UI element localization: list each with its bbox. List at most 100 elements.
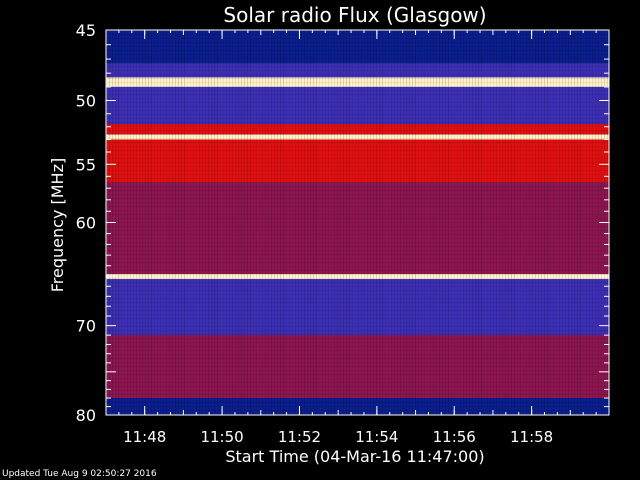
texture-stripe xyxy=(538,30,539,415)
texture-stripe xyxy=(142,30,143,415)
texture-stripe xyxy=(247,30,248,415)
texture-row xyxy=(106,398,609,399)
texture-row xyxy=(106,298,609,299)
texture-stripe xyxy=(547,30,548,415)
texture-stripe xyxy=(256,30,257,415)
texture-row xyxy=(106,78,609,79)
texture-stripe xyxy=(478,30,479,415)
texture-row xyxy=(106,94,609,95)
texture-row xyxy=(106,394,609,395)
texture-stripe xyxy=(322,30,323,415)
texture-stripe xyxy=(136,30,137,415)
texture-stripe xyxy=(430,30,431,415)
texture-stripe xyxy=(592,30,593,415)
texture-stripe xyxy=(211,30,212,415)
texture-stripe xyxy=(160,30,161,415)
texture-row xyxy=(106,74,609,75)
texture-row xyxy=(106,290,609,291)
texture-stripe xyxy=(202,30,203,415)
texture-stripe xyxy=(319,30,320,415)
texture-row xyxy=(106,178,609,179)
texture-stripe xyxy=(532,30,533,415)
texture-row xyxy=(106,146,609,147)
texture-stripe xyxy=(406,30,407,415)
texture-stripe xyxy=(487,30,488,415)
texture-stripe xyxy=(370,30,371,415)
texture-stripe xyxy=(508,30,509,415)
heatmap-band xyxy=(106,182,609,274)
texture-stripe xyxy=(289,30,290,415)
texture-row xyxy=(106,122,609,123)
texture-stripe xyxy=(355,30,356,415)
texture-stripe xyxy=(469,30,470,415)
texture-row xyxy=(106,362,609,363)
texture-stripe xyxy=(427,30,428,415)
texture-stripe xyxy=(310,30,311,415)
texture-stripe xyxy=(580,30,581,415)
texture-stripe xyxy=(421,30,422,415)
texture-stripe xyxy=(457,30,458,415)
texture-stripe xyxy=(118,30,119,415)
texture-row xyxy=(106,130,609,131)
texture-row xyxy=(106,346,609,347)
texture-row xyxy=(106,310,609,311)
texture-row xyxy=(106,190,609,191)
heatmap-band xyxy=(106,279,609,336)
texture-row xyxy=(106,34,609,35)
texture-row xyxy=(106,350,609,351)
texture-stripe xyxy=(535,30,536,415)
texture-row xyxy=(106,258,609,259)
texture-stripe xyxy=(121,30,122,415)
texture-stripe xyxy=(262,30,263,415)
texture-stripe xyxy=(265,30,266,415)
texture-stripe xyxy=(529,30,530,415)
texture-stripe xyxy=(250,30,251,415)
texture-stripe xyxy=(559,30,560,415)
updated-timestamp: Updated Tue Aug 9 02:50:27 2016 xyxy=(2,469,157,479)
texture-row xyxy=(106,150,609,151)
texture-row xyxy=(106,366,609,367)
texture-stripe xyxy=(595,30,596,415)
texture-stripe xyxy=(520,30,521,415)
x-tick-label: 11:50 xyxy=(200,428,243,446)
texture-stripe xyxy=(226,30,227,415)
texture-row xyxy=(106,42,609,43)
texture-stripe xyxy=(442,30,443,415)
texture-row xyxy=(106,58,609,59)
texture-row xyxy=(106,102,609,103)
texture-stripe xyxy=(328,30,329,415)
y-tick-label: 60 xyxy=(76,214,96,233)
texture-stripe xyxy=(151,30,152,415)
texture-stripe xyxy=(190,30,191,415)
texture-row xyxy=(106,378,609,379)
texture-stripe xyxy=(565,30,566,415)
texture-stripe xyxy=(154,30,155,415)
heatmap-bands xyxy=(106,30,609,415)
texture-stripe xyxy=(394,30,395,415)
texture-stripe xyxy=(409,30,410,415)
texture-stripe xyxy=(403,30,404,415)
texture-stripe xyxy=(199,30,200,415)
texture-row xyxy=(106,250,609,251)
texture-row xyxy=(106,62,609,63)
texture-stripe xyxy=(448,30,449,415)
texture-stripe xyxy=(574,30,575,415)
texture-stripe xyxy=(304,30,305,415)
texture-stripe xyxy=(391,30,392,415)
texture-row xyxy=(106,402,609,403)
texture-stripe xyxy=(445,30,446,415)
texture-row xyxy=(106,406,609,407)
texture-stripe xyxy=(550,30,551,415)
texture-row xyxy=(106,282,609,283)
texture-row xyxy=(106,118,609,119)
texture-row xyxy=(106,382,609,383)
texture-row xyxy=(106,158,609,159)
texture-stripe xyxy=(379,30,380,415)
texture-stripe xyxy=(385,30,386,415)
x-tick-label: 11:54 xyxy=(355,428,398,446)
texture-stripe xyxy=(571,30,572,415)
texture-stripe xyxy=(133,30,134,415)
y-axis: 45 50 55 60 70 80 xyxy=(76,21,609,425)
texture-stripe xyxy=(193,30,194,415)
